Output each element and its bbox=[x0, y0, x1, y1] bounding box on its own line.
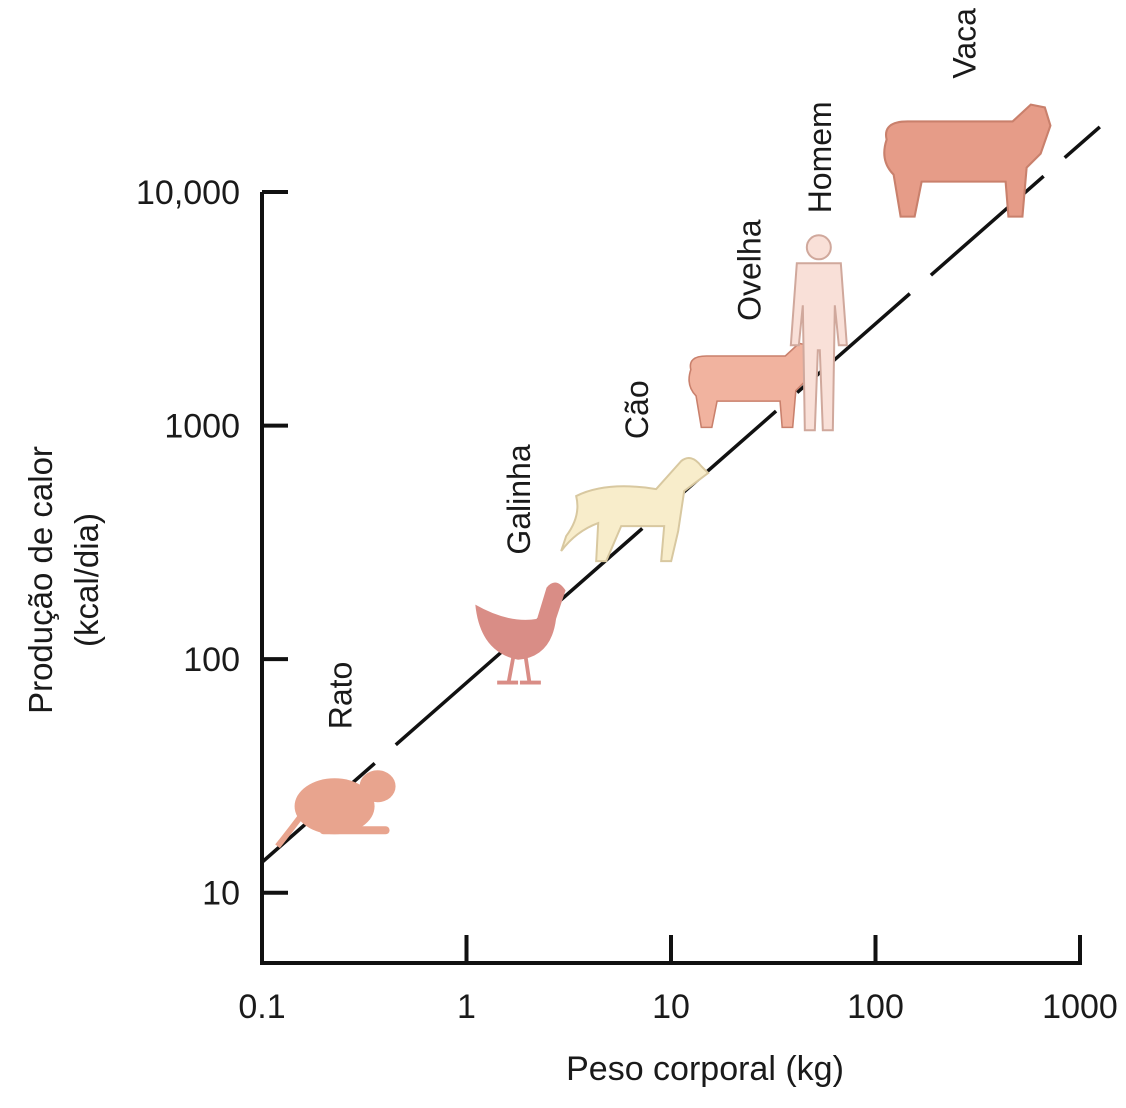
y-tick-label: 10 bbox=[202, 875, 240, 913]
y-axis-label: (kcal/dia) bbox=[68, 513, 105, 647]
animal bbox=[883, 103, 1052, 218]
feet bbox=[319, 826, 390, 835]
animal-label: Vaca bbox=[947, 8, 983, 79]
x-tick-label: 1 bbox=[457, 988, 476, 1026]
animal-label: Ovelha bbox=[732, 219, 768, 321]
body bbox=[883, 103, 1052, 218]
body bbox=[560, 457, 710, 563]
animal-label: Rato bbox=[323, 662, 359, 730]
body bbox=[294, 778, 375, 835]
animal-label: Cão bbox=[619, 380, 655, 439]
head bbox=[805, 234, 832, 261]
x-tick-label: 1000 bbox=[1042, 988, 1118, 1026]
head bbox=[359, 770, 396, 803]
y-axis-label: Produção de calor bbox=[22, 446, 59, 714]
animal bbox=[688, 342, 815, 429]
x-axis-label: Peso corporal (kg) bbox=[566, 1050, 844, 1088]
animal-label: Homem bbox=[802, 101, 838, 213]
y-tick-label: 1000 bbox=[164, 408, 240, 446]
legs bbox=[497, 656, 541, 685]
body bbox=[475, 582, 566, 660]
x-tick-label: 0.1 bbox=[238, 988, 285, 1026]
y-tick-label: 10,000 bbox=[136, 174, 240, 212]
animal bbox=[475, 582, 566, 685]
y-tick-label: 100 bbox=[183, 641, 240, 679]
body bbox=[688, 342, 815, 429]
animal bbox=[275, 770, 396, 849]
animal bbox=[560, 457, 710, 563]
animal bbox=[789, 234, 848, 432]
x-tick-label: 10 bbox=[652, 988, 690, 1026]
animal-label: Galinha bbox=[501, 444, 537, 555]
body bbox=[789, 262, 848, 432]
x-tick-label: 100 bbox=[847, 988, 904, 1026]
